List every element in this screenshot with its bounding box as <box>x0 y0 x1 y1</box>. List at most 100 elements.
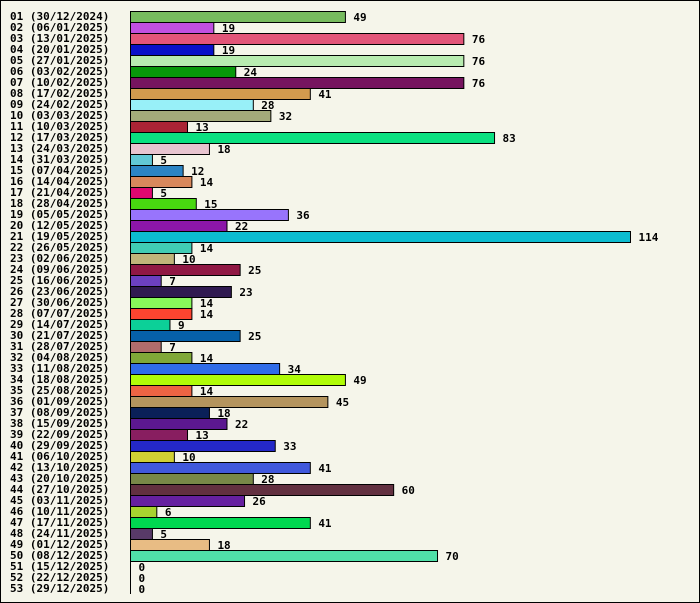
bar <box>130 44 215 56</box>
category-label: 25 (16/06/2025) <box>10 274 109 287</box>
value-label: 5 <box>160 528 167 541</box>
bar <box>130 55 465 67</box>
category-label: 53 (29/12/2025) <box>10 582 109 595</box>
bar <box>130 528 153 540</box>
bar <box>130 176 193 188</box>
bar <box>130 407 210 419</box>
category-label: 10 (03/03/2025) <box>10 109 109 122</box>
value-label: 10 <box>182 451 195 464</box>
bar <box>130 165 184 177</box>
category-label: 14 (31/03/2025) <box>10 153 109 166</box>
bar <box>130 11 346 23</box>
value-label: 0 <box>139 583 146 596</box>
bar <box>130 66 237 78</box>
category-label: 07 (10/02/2025) <box>10 76 109 89</box>
value-label: 114 <box>639 231 659 244</box>
value-label: 13 <box>196 429 209 442</box>
category-label: 43 (20/10/2025) <box>10 472 109 485</box>
value-label: 18 <box>217 407 230 420</box>
category-label: 49 (01/12/2025) <box>10 538 109 551</box>
value-label: 28 <box>261 99 274 112</box>
value-label: 60 <box>402 484 415 497</box>
category-label: 27 (30/06/2025) <box>10 296 109 309</box>
category-label: 38 (15/09/2025) <box>10 417 109 430</box>
value-label: 18 <box>217 539 230 552</box>
category-label: 45 (03/11/2025) <box>10 494 109 507</box>
value-label: 25 <box>248 264 261 277</box>
category-label: 31 (28/07/2025) <box>10 340 109 353</box>
value-label: 28 <box>261 473 274 486</box>
value-label: 33 <box>283 440 296 453</box>
value-label: 19 <box>222 22 235 35</box>
bar <box>130 341 162 353</box>
bar <box>130 385 193 397</box>
category-label: 02 (06/01/2025) <box>10 21 109 34</box>
bar <box>130 429 189 441</box>
category-label: 18 (28/04/2025) <box>10 197 109 210</box>
bar <box>130 330 241 342</box>
category-label: 08 (17/02/2025) <box>10 87 109 100</box>
category-label: 37 (08/09/2025) <box>10 406 109 419</box>
category-label: 15 (07/04/2025) <box>10 164 109 177</box>
category-label: 39 (22/09/2025) <box>10 428 109 441</box>
value-label: 76 <box>472 33 486 46</box>
bar <box>130 209 289 221</box>
bar <box>130 462 311 474</box>
bar <box>130 396 329 408</box>
value-label: 45 <box>336 396 349 409</box>
value-label: 5 <box>160 154 167 167</box>
bar <box>130 143 210 155</box>
value-label: 41 <box>318 517 332 530</box>
bar <box>130 242 193 254</box>
bar <box>130 440 276 452</box>
category-label: 33 (11/08/2025) <box>10 362 109 375</box>
category-label: 46 (10/11/2025) <box>10 505 109 518</box>
value-label: 7 <box>169 341 176 354</box>
value-label: 5 <box>160 187 167 200</box>
bar <box>130 484 395 496</box>
bar <box>130 297 193 309</box>
category-label: 42 (13/10/2025) <box>10 461 109 474</box>
value-label: 23 <box>239 286 252 299</box>
bar <box>130 154 153 166</box>
value-label: 14 <box>200 352 214 365</box>
value-label: 76 <box>472 77 486 90</box>
category-label: 30 (21/07/2025) <box>10 329 109 342</box>
bar <box>130 550 439 562</box>
value-label: 41 <box>318 88 332 101</box>
bar <box>130 418 228 430</box>
value-label: 26 <box>253 495 267 508</box>
bar <box>130 110 272 122</box>
value-label: 12 <box>191 165 204 178</box>
category-label: 36 (01/09/2025) <box>10 395 109 408</box>
value-label: 76 <box>472 55 486 68</box>
category-label: 47 (17/11/2025) <box>10 516 109 529</box>
category-label: 21 (19/05/2025) <box>10 230 109 243</box>
value-label: 14 <box>200 385 214 398</box>
bar <box>130 506 158 518</box>
category-label: 32 (04/08/2025) <box>10 351 109 364</box>
bar <box>130 231 631 243</box>
category-label: 17 (21/04/2025) <box>10 186 109 199</box>
category-label: 09 (24/02/2025) <box>10 98 109 111</box>
category-label: 40 (29/09/2025) <box>10 439 109 452</box>
bar <box>130 187 153 199</box>
bar <box>130 539 210 551</box>
bar <box>130 33 465 45</box>
bar <box>130 363 281 375</box>
value-label: 15 <box>204 198 217 211</box>
category-label: 01 (30/12/2024) <box>10 10 109 23</box>
bar <box>130 374 346 386</box>
category-label: 06 (03/02/2025) <box>10 65 109 78</box>
category-label: 22 (26/05/2025) <box>10 241 109 254</box>
category-label: 44 (27/10/2025) <box>10 483 109 496</box>
category-label: 26 (23/06/2025) <box>10 285 109 298</box>
bar <box>130 264 241 276</box>
category-label: 24 (09/06/2025) <box>10 263 109 276</box>
category-label: 04 (20/01/2025) <box>10 43 109 56</box>
category-label: 05 (27/01/2025) <box>10 54 109 67</box>
value-label: 9 <box>178 319 185 332</box>
value-label: 14 <box>200 176 214 189</box>
value-label: 13 <box>196 121 209 134</box>
